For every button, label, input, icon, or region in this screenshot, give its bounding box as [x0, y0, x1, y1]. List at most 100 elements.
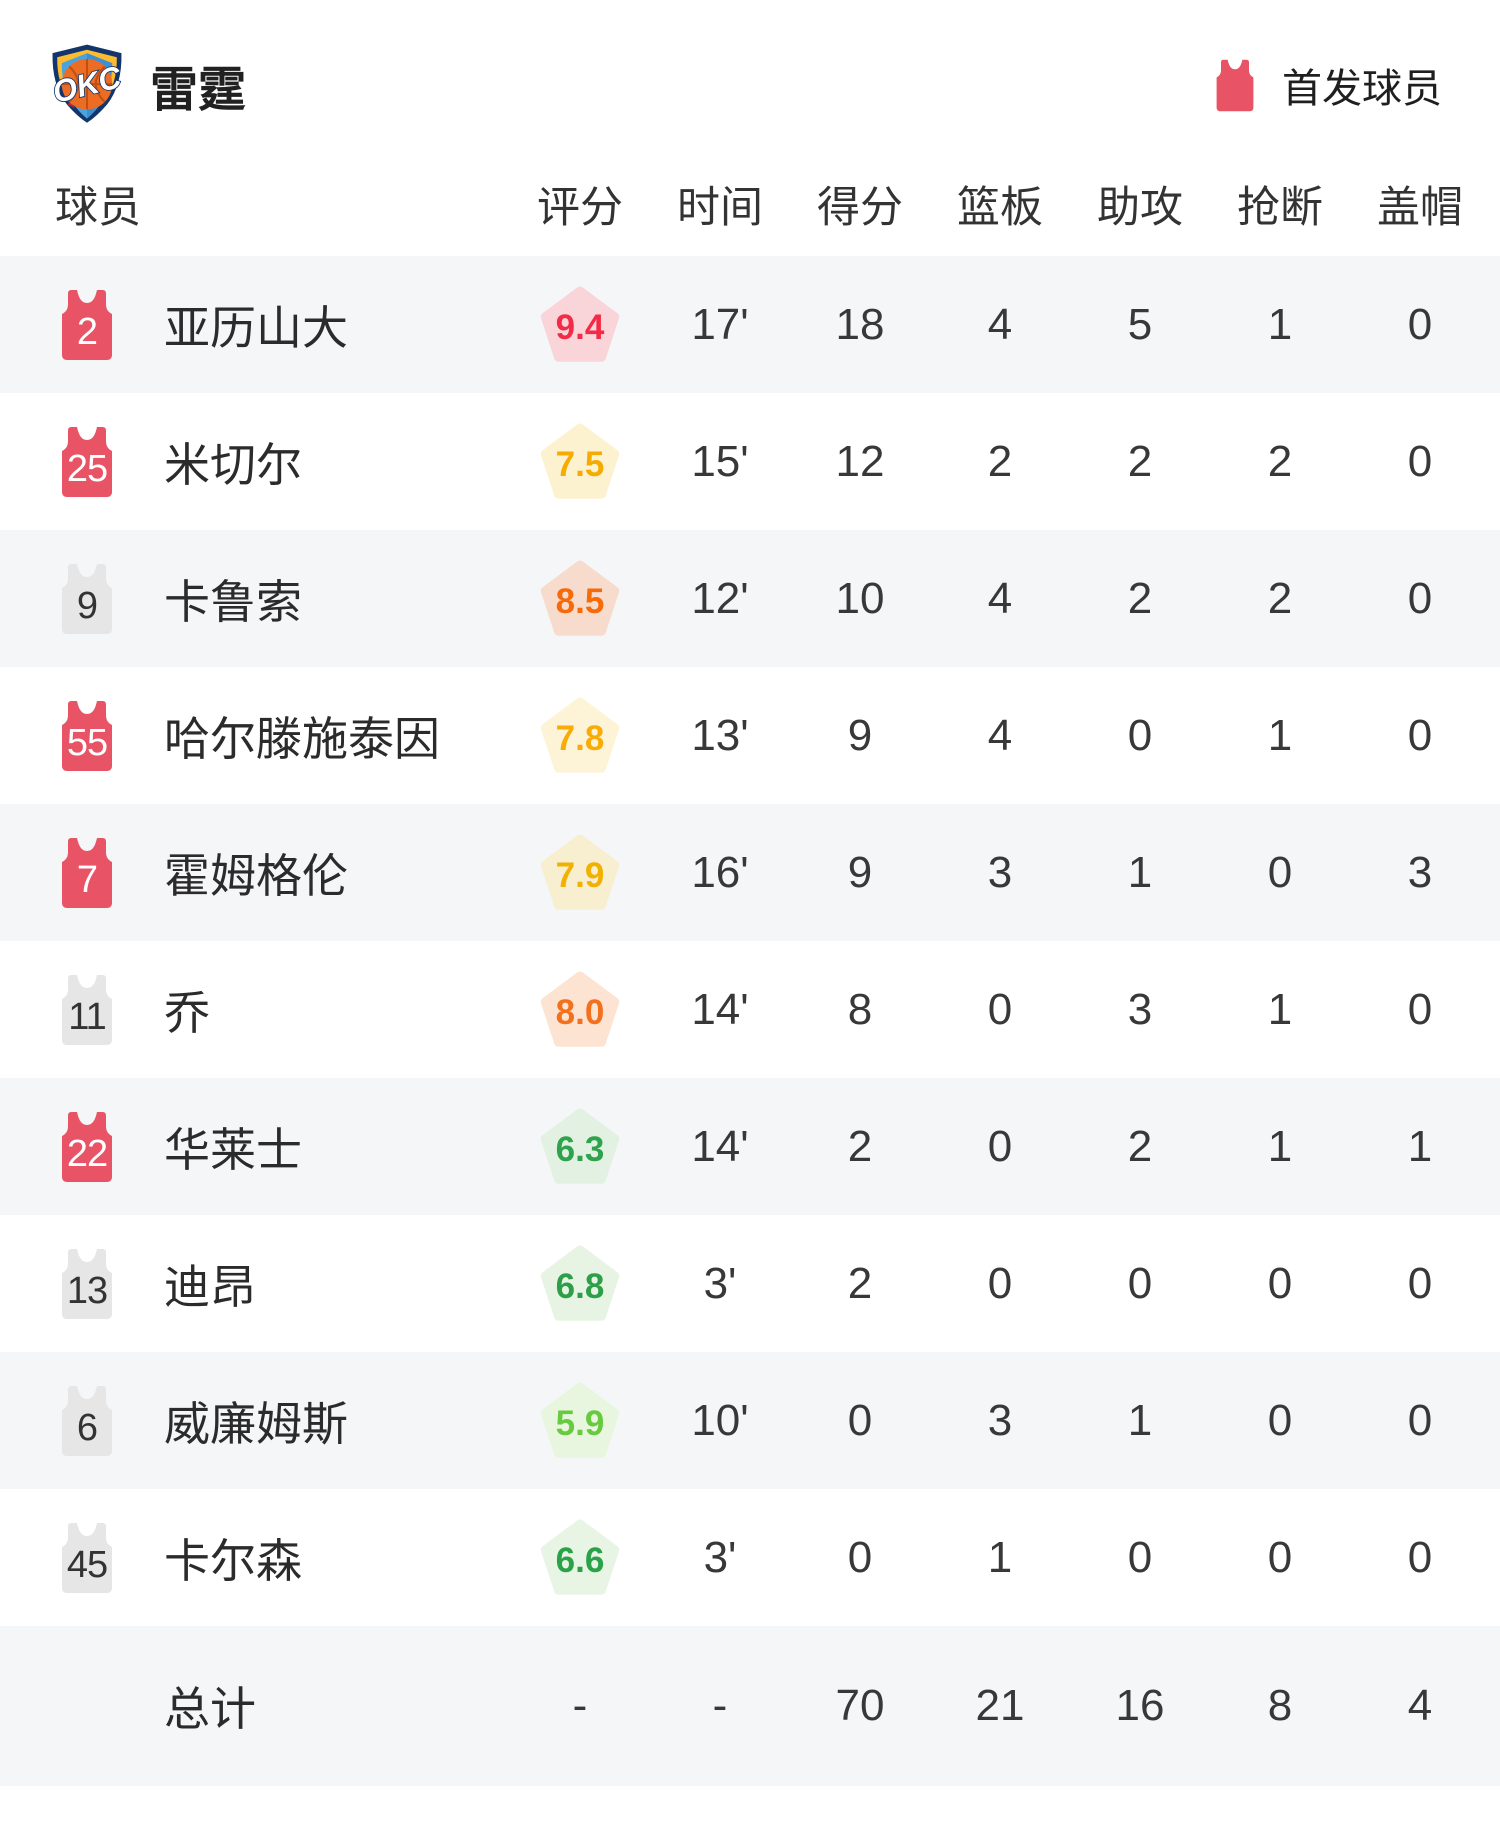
player-name: 卡鲁索 [164, 575, 302, 628]
points-value: 8 [847, 984, 873, 1034]
assists-value: 2 [1127, 436, 1153, 486]
jersey-number: 11 [68, 995, 106, 1038]
rebounds-value: 3 [987, 1395, 1013, 1445]
column-header-rebounds: 篮板 [957, 184, 1043, 232]
player-table-body: 2 亚历山大 9.4 17' 18 4 5 1 0 25 [0, 256, 1500, 1626]
blocks-value: 0 [1407, 436, 1433, 486]
rating-badge-pentagon: 6.8 [540, 1244, 620, 1324]
rating-value: 7.9 [555, 856, 605, 895]
jersey-icon: 9 [56, 563, 118, 635]
rating-value: 9.4 [555, 308, 605, 347]
jersey-icon: 7 [56, 837, 118, 909]
player-cell: 22 华莱士 [0, 1111, 510, 1183]
blocks-value: 0 [1407, 1395, 1433, 1445]
total-assists: 16 [1115, 1681, 1165, 1730]
total-steals: 8 [1267, 1681, 1293, 1730]
player-row[interactable]: 9 卡鲁索 8.5 12' 10 4 2 2 0 [0, 530, 1500, 667]
column-header-player: 球员 [55, 184, 141, 232]
time-value: 12' [691, 573, 749, 623]
blocks-value: 0 [1407, 710, 1433, 760]
rating-cell: 8.5 [510, 559, 650, 639]
steals-value: 0 [1267, 1532, 1293, 1582]
player-name: 哈尔滕施泰因 [164, 712, 440, 765]
rating-cell: 9.4 [510, 285, 650, 365]
steals-value: 0 [1267, 847, 1293, 897]
assists-value: 0 [1127, 1532, 1153, 1582]
jersey-number: 2 [76, 310, 98, 353]
rating-badge-pentagon: 5.9 [540, 1381, 620, 1461]
player-name: 卡尔森 [164, 1534, 302, 1587]
rating-value: 7.5 [555, 445, 605, 484]
player-row[interactable]: 11 乔 8.0 14' 8 0 3 1 0 [0, 941, 1500, 1078]
column-header-assists: 助攻 [1097, 184, 1183, 232]
player-name: 霍姆格伦 [164, 849, 348, 902]
player-row[interactable]: 25 米切尔 7.5 15' 12 2 2 2 0 [0, 393, 1500, 530]
time-value: 17' [691, 299, 749, 349]
assists-value: 2 [1127, 573, 1153, 623]
total-row: 总计 - - 70 21 16 8 4 [0, 1626, 1500, 1786]
player-row[interactable]: 22 华莱士 6.3 14' 2 0 2 1 1 [0, 1078, 1500, 1215]
rating-cell: 7.5 [510, 422, 650, 502]
time-value: 15' [691, 436, 749, 486]
rating-cell: 6.6 [510, 1518, 650, 1598]
jersey-icon: 6 [56, 1385, 118, 1457]
player-cell: 11 乔 [0, 974, 510, 1046]
player-cell: 2 亚历山大 [0, 289, 510, 361]
rebounds-value: 1 [987, 1532, 1013, 1582]
blocks-value: 0 [1407, 984, 1433, 1034]
jersey-icon: 11 [56, 974, 118, 1046]
team-name: 雷霆 [150, 64, 247, 117]
player-row[interactable]: 55 哈尔滕施泰因 7.8 13' 9 4 0 1 0 [0, 667, 1500, 804]
rating-cell: 7.9 [510, 833, 650, 913]
column-header-points: 得分 [817, 184, 903, 232]
rating-badge-pentagon: 6.6 [540, 1518, 620, 1598]
player-row[interactable]: 7 霍姆格伦 7.9 16' 9 3 1 0 3 [0, 804, 1500, 941]
rating-cell: 8.0 [510, 970, 650, 1050]
steals-value: 1 [1267, 710, 1293, 760]
player-cell: 25 米切尔 [0, 426, 510, 498]
total-time: - [712, 1681, 728, 1730]
blocks-value: 0 [1407, 573, 1433, 623]
player-row[interactable]: 13 迪昂 6.8 3' 2 0 0 0 0 [0, 1215, 1500, 1352]
jersey-icon: 55 [56, 700, 118, 772]
starter-legend: 首发球员 [1212, 56, 1442, 114]
player-cell: 55 哈尔滕施泰因 [0, 700, 510, 772]
rebounds-value: 0 [987, 1258, 1013, 1308]
jersey-number: 22 [66, 1132, 108, 1175]
okc-team-logo-icon: OKC [44, 43, 130, 127]
starter-jersey-icon [1212, 59, 1258, 112]
rating-value: 6.6 [555, 1541, 605, 1580]
rebounds-value: 0 [987, 984, 1013, 1034]
rebounds-value: 4 [987, 573, 1013, 623]
time-value: 14' [691, 1121, 749, 1171]
player-row[interactable]: 45 卡尔森 6.6 3' 0 1 0 0 0 [0, 1489, 1500, 1626]
player-cell: 13 迪昂 [0, 1248, 510, 1320]
jersey-number: 45 [66, 1543, 108, 1586]
rating-badge-pentagon: 8.0 [540, 970, 620, 1050]
column-header-time: 时间 [677, 184, 763, 232]
steals-value: 0 [1267, 1258, 1293, 1308]
jersey-number: 7 [76, 858, 98, 901]
player-row[interactable]: 2 亚历山大 9.4 17' 18 4 5 1 0 [0, 256, 1500, 393]
rating-value: 7.8 [555, 719, 605, 758]
column-header-steals: 抢断 [1237, 184, 1323, 232]
total-label: 总计 [164, 1683, 256, 1735]
points-value: 0 [847, 1395, 873, 1445]
rating-badge-pentagon: 8.5 [540, 559, 620, 639]
rating-badge-pentagon: 6.3 [540, 1107, 620, 1187]
time-value: 3' [703, 1258, 737, 1308]
jersey-icon: 13 [56, 1248, 118, 1320]
rating-cell: 5.9 [510, 1381, 650, 1461]
rating-cell: 6.8 [510, 1244, 650, 1324]
jersey-icon: 25 [56, 426, 118, 498]
steals-value: 2 [1267, 573, 1293, 623]
steals-value: 1 [1267, 299, 1293, 349]
total-points: 70 [835, 1681, 885, 1730]
player-name: 乔 [164, 986, 210, 1039]
jersey-number: 25 [66, 447, 108, 490]
rating-badge-pentagon: 7.8 [540, 696, 620, 776]
player-name: 迪昂 [164, 1260, 256, 1313]
player-row[interactable]: 6 威廉姆斯 5.9 10' 0 3 1 0 0 [0, 1352, 1500, 1489]
team-header: OKC 雷霆 首发球员 [44, 42, 1442, 128]
points-value: 9 [847, 710, 873, 760]
